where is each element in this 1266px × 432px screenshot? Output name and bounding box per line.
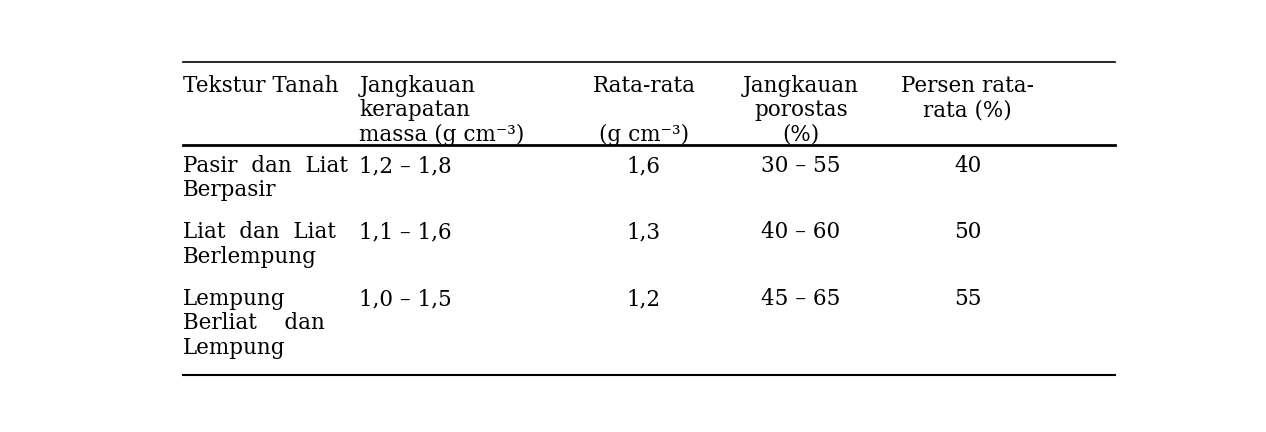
Text: 30 – 55: 30 – 55 [761,155,841,177]
Text: 1,3: 1,3 [627,222,661,244]
Text: Berliat    dan: Berliat dan [182,312,324,334]
Text: Jangkauan: Jangkauan [360,75,476,97]
Text: (%): (%) [782,124,819,146]
Text: Liat  dan  Liat: Liat dan Liat [182,222,335,244]
Text: rata (%): rata (%) [923,99,1012,121]
Text: (g cm⁻³): (g cm⁻³) [599,124,689,146]
Text: Lempung: Lempung [182,288,285,310]
Text: Berlempung: Berlempung [182,246,316,268]
Text: 1,2 – 1,8: 1,2 – 1,8 [360,155,452,177]
Text: kerapatan: kerapatan [360,99,471,121]
Text: 1,0 – 1,5: 1,0 – 1,5 [360,288,452,310]
Text: Rata-rata: Rata-rata [592,75,695,97]
Text: 55: 55 [955,288,981,310]
Text: 1,1 – 1,6: 1,1 – 1,6 [360,222,452,244]
Text: 1,2: 1,2 [627,288,661,310]
Text: Tekstur Tanah: Tekstur Tanah [182,75,338,97]
Text: 50: 50 [955,222,981,244]
Text: 1,6: 1,6 [627,155,661,177]
Text: 40: 40 [955,155,981,177]
Text: porostas: porostas [755,99,848,121]
Text: 45 – 65: 45 – 65 [761,288,841,310]
Text: Pasir  dan  Liat: Pasir dan Liat [182,155,348,177]
Text: Persen rata-: Persen rata- [901,75,1034,97]
Text: Jangkauan: Jangkauan [743,75,858,97]
Text: Lempung: Lempung [182,337,285,359]
Text: 40 – 60: 40 – 60 [761,222,841,244]
Text: Berpasir: Berpasir [182,179,276,201]
Text: massa (g cm⁻³): massa (g cm⁻³) [360,124,525,146]
